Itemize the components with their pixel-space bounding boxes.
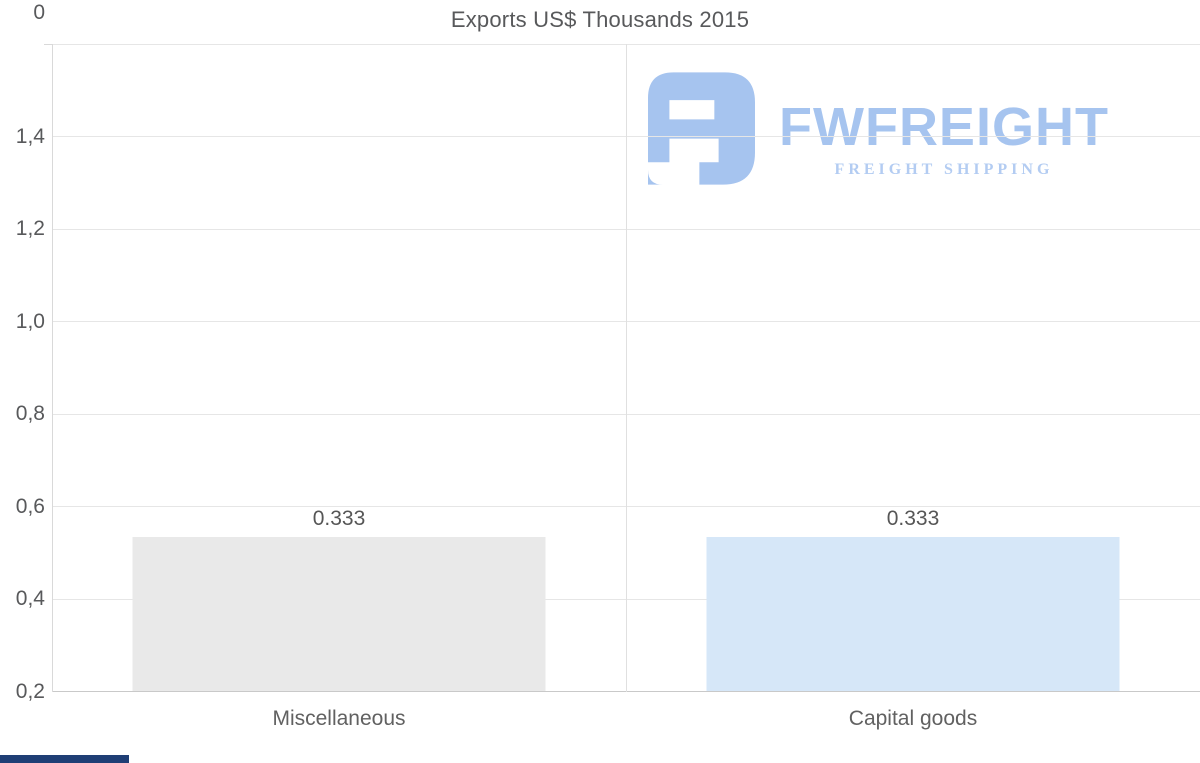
y-tick-label: 1,2 <box>15 217 45 240</box>
watermark-text-block: FWFREIGHT FREIGHT SHIPPING <box>779 100 1109 179</box>
y-tick-label: 1,0 <box>15 310 45 333</box>
bar-slot: 0.333 <box>626 44 1200 692</box>
chart-title: Exports US$ Thousands 2015 <box>450 7 750 32</box>
category-separator-line <box>626 44 627 692</box>
bar-slot: 0.333 <box>52 44 626 692</box>
y-tick-label: 0,2 <box>15 680 45 703</box>
y-tick-label: 1,4 <box>15 125 45 148</box>
watermark-brand-text: FWFREIGHT <box>779 97 1109 157</box>
bar-capital-goods <box>706 537 1120 691</box>
fwfreight-logo-icon <box>648 72 755 185</box>
y-axis-tick <box>44 44 52 45</box>
plot-area: 0.333 0.333 <box>44 44 1200 692</box>
y-tick-label: 0 <box>33 1 45 24</box>
bar-miscellaneous <box>132 537 546 691</box>
x-category-label: Miscellaneous <box>272 707 406 730</box>
y-tick-label: 0,6 <box>15 495 45 518</box>
watermark-tagline-text: FREIGHT SHIPPING <box>834 161 1054 178</box>
y-axis-line <box>52 44 53 692</box>
bottom-left-partial-element <box>0 755 129 763</box>
watermark-logo: FWFREIGHT FREIGHT SHIPPING <box>648 72 1109 185</box>
y-tick-label: 0,4 <box>15 587 45 610</box>
y-tick-label: 0,8 <box>15 402 45 425</box>
bar-value-label: 0.333 <box>312 507 366 530</box>
bar-value-label: 0.333 <box>886 507 940 530</box>
x-category-label: Capital goods <box>848 707 978 730</box>
